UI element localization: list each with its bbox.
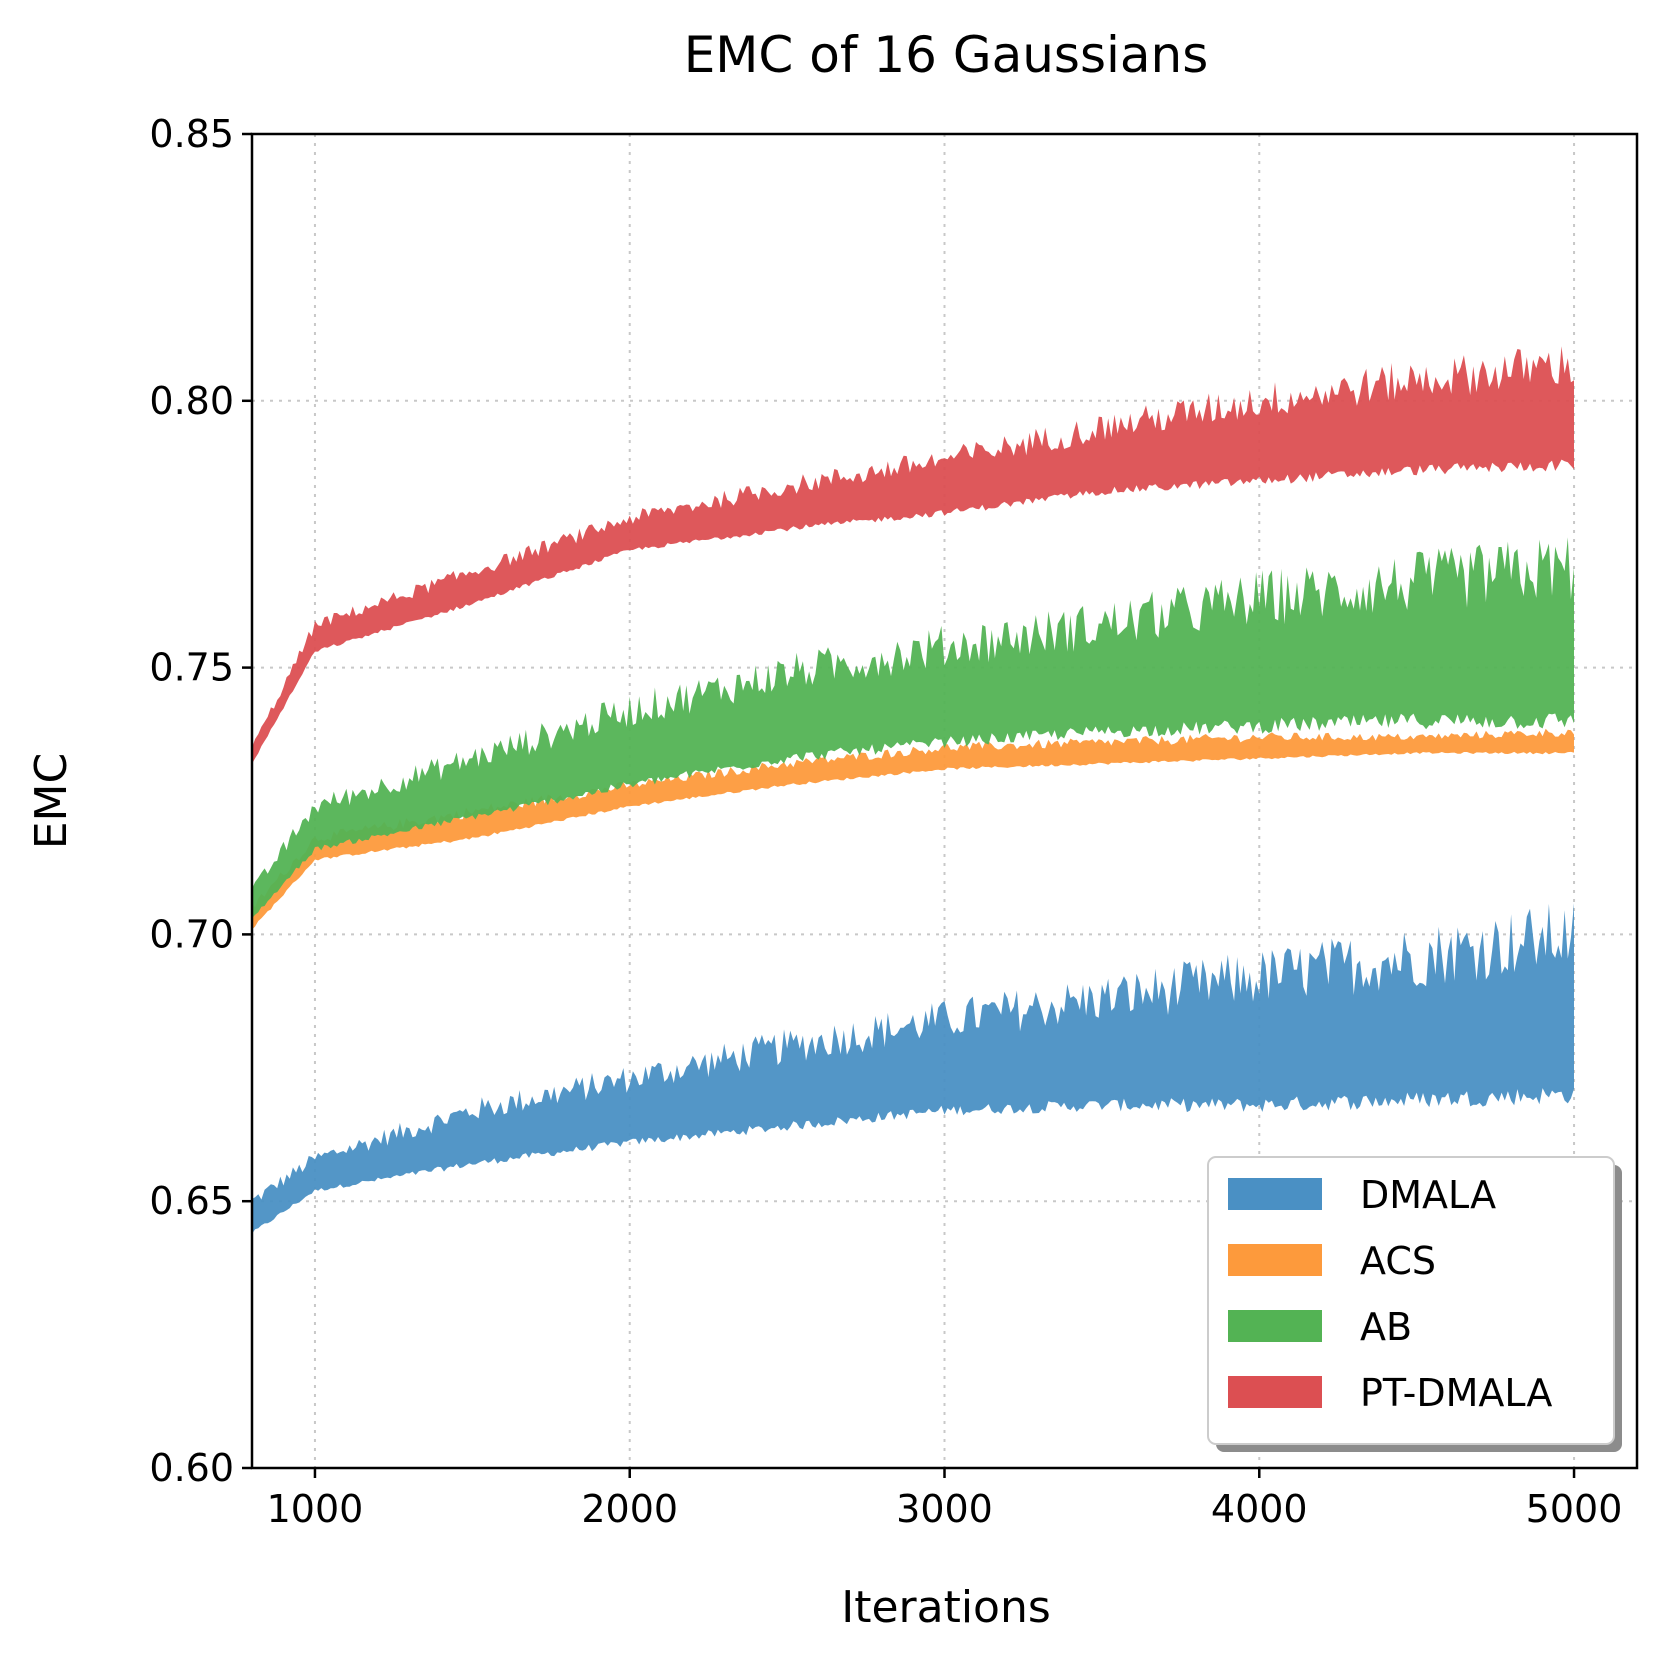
chart-title: EMC of 16 Gaussians — [684, 26, 1209, 84]
x-tick-label: 2000 — [581, 1487, 678, 1531]
x-axis-label: Iterations — [841, 1582, 1051, 1633]
y-axis-ticks: 0.60 0.65 0.70 0.75 0.80 0.85 — [149, 112, 252, 1490]
legend-box — [1207, 1156, 1615, 1445]
x-tick-label: 1000 — [267, 1487, 364, 1531]
legend-swatch-pt-dmala — [1228, 1376, 1322, 1408]
x-tick-label: 3000 — [896, 1487, 993, 1531]
series-band-pt-dmala — [252, 346, 1574, 764]
y-axis-label: EMC — [26, 753, 77, 850]
y-tick-label: 0.65 — [149, 1179, 234, 1223]
series-band-ab — [252, 537, 1574, 919]
legend-label-pt-dmala: PT-DMALA — [1360, 1371, 1552, 1415]
x-tick-label: 4000 — [1211, 1487, 1308, 1531]
y-tick-label: 0.85 — [149, 112, 234, 156]
legend-swatch-acs — [1228, 1244, 1322, 1276]
y-tick-label: 0.80 — [149, 379, 234, 423]
legend: DMALA ACS AB PT-DMALA — [1207, 1156, 1622, 1452]
series-band-acs — [252, 728, 1574, 930]
y-tick-label: 0.75 — [149, 646, 234, 690]
x-tick-label: 5000 — [1526, 1487, 1623, 1531]
legend-label-acs: ACS — [1360, 1239, 1436, 1283]
legend-swatch-ab — [1228, 1310, 1322, 1342]
y-tick-label: 0.60 — [149, 1446, 234, 1490]
series-layer — [252, 346, 1574, 1234]
y-tick-label: 0.70 — [149, 912, 234, 956]
series-band-dmala — [252, 903, 1574, 1234]
legend-label-dmala: DMALA — [1360, 1173, 1496, 1217]
legend-label-ab: AB — [1360, 1305, 1412, 1349]
x-axis-ticks: 1000 2000 3000 4000 5000 — [267, 1468, 1623, 1531]
legend-swatch-dmala — [1228, 1178, 1322, 1210]
